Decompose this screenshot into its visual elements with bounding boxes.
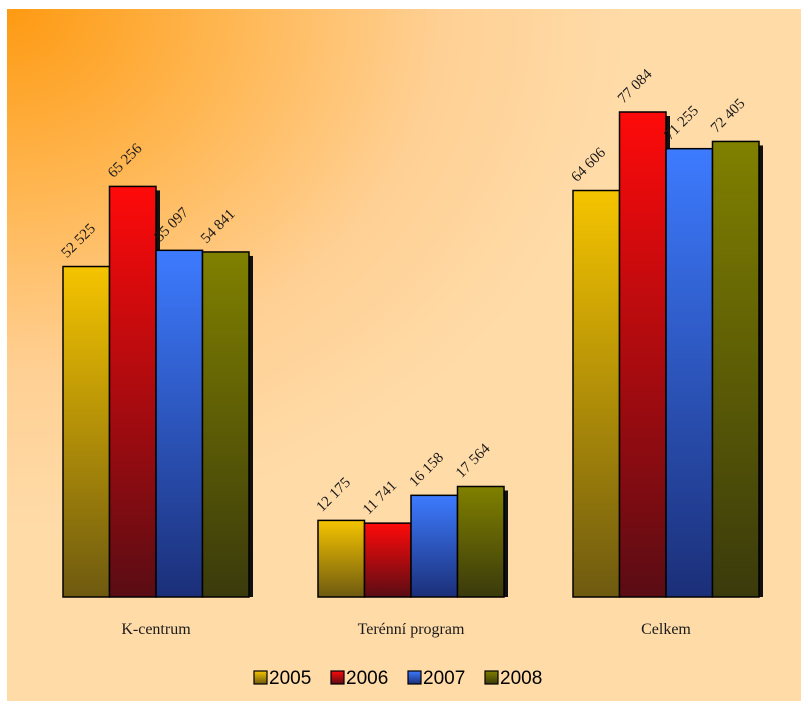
category-label: K-centrum <box>121 621 191 638</box>
legend-label: 2006 <box>346 668 388 689</box>
value-label: 11 741 <box>360 478 400 518</box>
value-label: 72 405 <box>708 96 748 136</box>
value-label: 12 175 <box>314 475 354 515</box>
value-label: 54 841 <box>198 206 238 246</box>
legend-label: 2005 <box>269 668 311 689</box>
bar-2005-terénní-program <box>317 519 366 598</box>
bar-2007-terénní-program <box>410 494 459 598</box>
category-label: Terénní program <box>358 621 465 638</box>
legend-label: 2008 <box>500 668 542 689</box>
bar-2008-celkem <box>711 140 760 598</box>
value-label: 17 564 <box>453 440 494 481</box>
value-label: 16 158 <box>407 450 447 490</box>
bar-2008-terénní-program <box>456 485 505 598</box>
bar-2005-celkem <box>572 189 621 598</box>
bar-2007-celkem <box>665 147 714 598</box>
bar-2008-k-centrum <box>201 251 250 598</box>
bar-2006-celkem <box>618 111 667 598</box>
value-label: 65 256 <box>105 140 146 181</box>
value-label: 52 525 <box>59 221 99 261</box>
bar-2006-k-centrum <box>108 185 157 598</box>
value-label: 77 084 <box>615 66 656 107</box>
bar-2005-k-centrum <box>62 265 111 598</box>
value-label: 64 606 <box>569 145 610 186</box>
legend-swatch <box>484 670 499 685</box>
legend-swatch <box>253 670 268 685</box>
bar-2007-k-centrum <box>155 249 204 598</box>
bar-2006-terénní-program <box>363 522 412 598</box>
legend-swatch <box>330 670 345 685</box>
category-label: Celkem <box>641 621 691 638</box>
legend-swatch <box>407 670 422 685</box>
legend-label: 2007 <box>423 668 465 689</box>
